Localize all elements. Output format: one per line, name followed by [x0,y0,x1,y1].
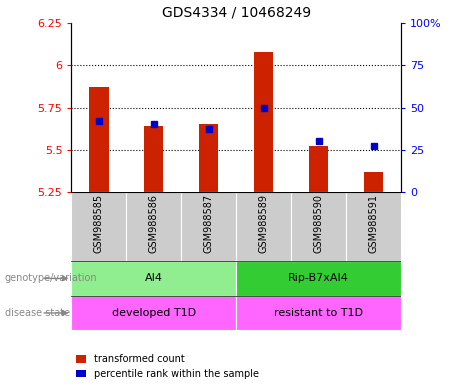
Bar [71,261,236,296]
Text: GSM988587: GSM988587 [204,194,214,253]
Bar [236,192,291,261]
Legend: transformed count, percentile rank within the sample: transformed count, percentile rank withi… [77,354,259,379]
Bar [364,172,383,192]
Text: GSM988590: GSM988590 [313,194,324,253]
Bar [71,296,236,330]
Title: GDS4334 / 10468249: GDS4334 / 10468249 [162,5,311,19]
Text: AI4: AI4 [145,273,163,283]
Bar [71,192,126,261]
Bar [291,192,346,261]
Bar [236,296,401,330]
Bar [199,124,219,192]
Text: developed T1D: developed T1D [112,308,196,318]
Bar [181,192,236,261]
Text: genotype/variation: genotype/variation [5,273,97,283]
Bar [346,192,401,261]
Text: resistant to T1D: resistant to T1D [274,308,363,318]
Bar [144,126,164,192]
Bar [254,52,273,192]
Bar [309,146,328,192]
Bar [236,261,401,296]
Bar [89,87,108,192]
Bar [126,192,181,261]
Text: GSM988591: GSM988591 [369,194,378,253]
Text: Rip-B7xAI4: Rip-B7xAI4 [288,273,349,283]
Text: GSM988585: GSM988585 [94,194,104,253]
Text: disease state: disease state [5,308,70,318]
Text: GSM988586: GSM988586 [149,194,159,253]
Text: GSM988589: GSM988589 [259,194,269,253]
